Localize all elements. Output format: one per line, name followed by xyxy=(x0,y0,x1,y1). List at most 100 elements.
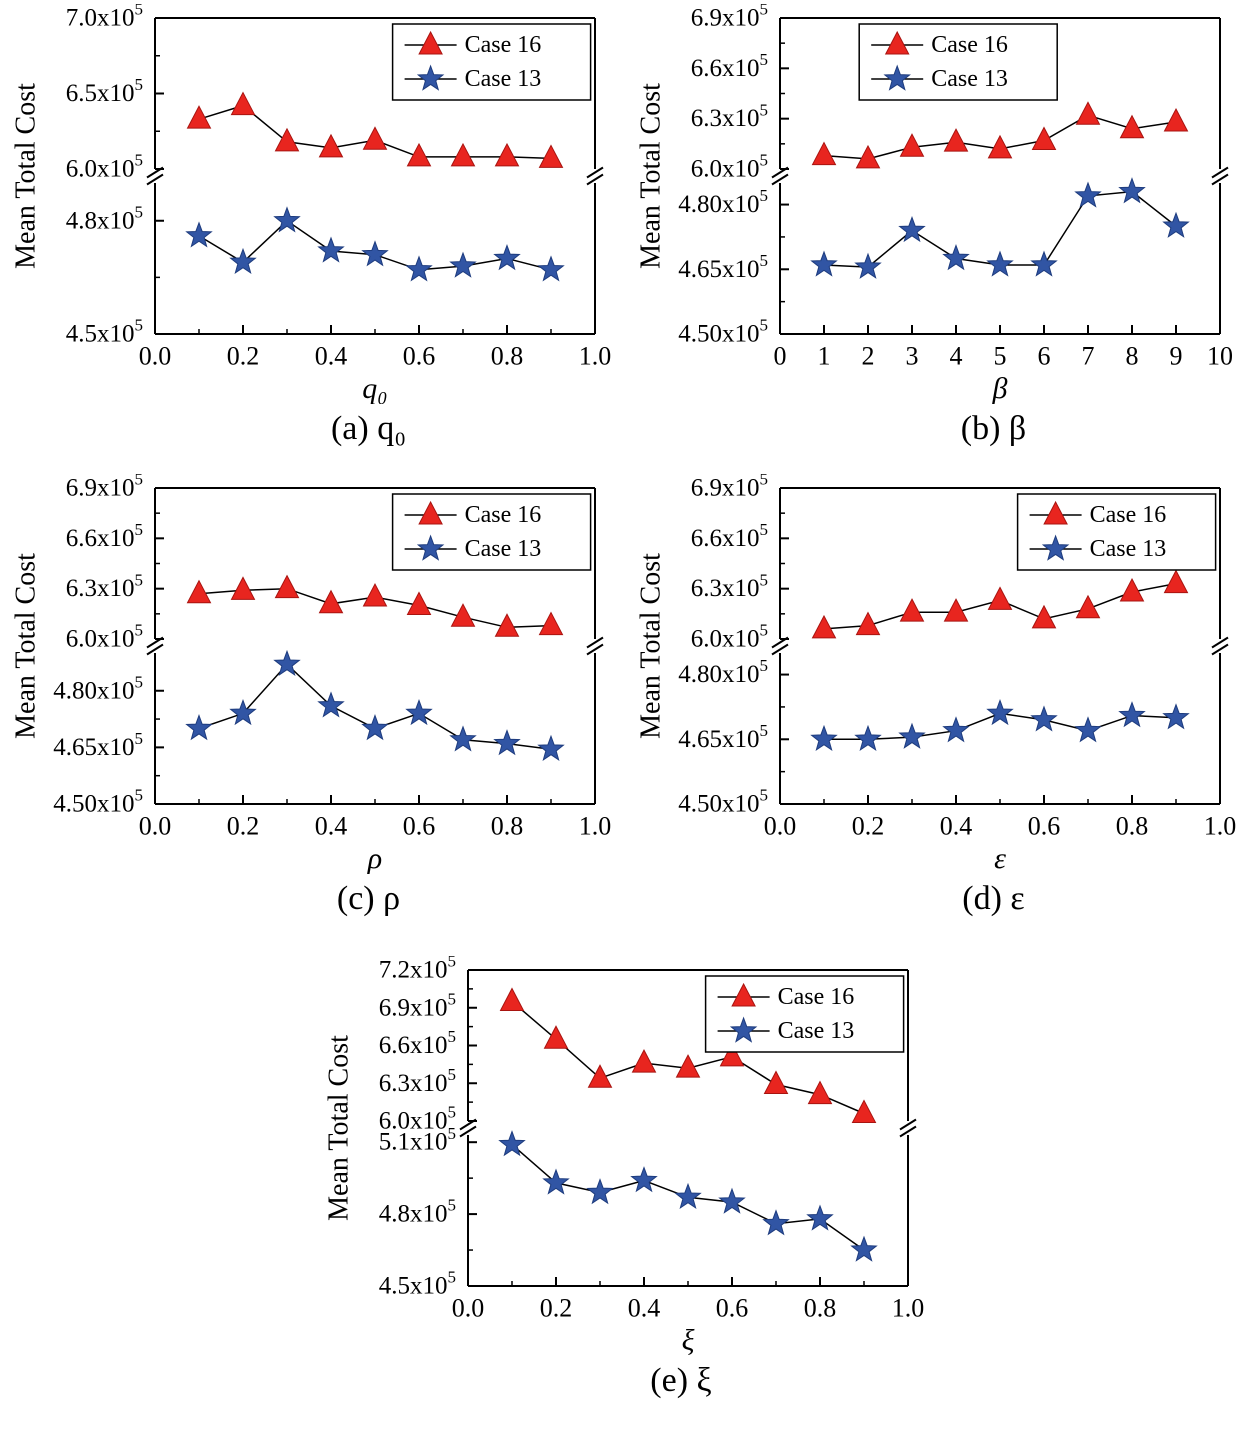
case16-triangle-marker xyxy=(274,127,300,152)
case16-triangle-marker xyxy=(362,582,388,607)
svg-text:7.2x105: 7.2x105 xyxy=(378,956,455,984)
case16-triangle-marker xyxy=(631,1049,656,1073)
svg-text:6.3x105: 6.3x105 xyxy=(691,100,768,132)
svg-text:0.6: 0.6 xyxy=(715,1293,748,1322)
svg-text:4.80x105: 4.80x105 xyxy=(678,656,768,688)
chart-e: 0.0 0.2 0.4 0.6 0.8 1.0 7.2x105 6.9x105 6.6x105 6… xyxy=(313,956,938,1400)
case16-triangle-marker xyxy=(855,144,881,169)
case16-triangle-marker xyxy=(1031,126,1057,150)
axis-break-mark xyxy=(1211,636,1229,649)
series-case-13 xyxy=(810,177,1190,279)
case16-triangle-marker xyxy=(318,589,344,614)
charts-row-3: 0.0 0.2 0.4 0.6 0.8 1.0 7.2x105 6.9x105 6.6x105 6… xyxy=(0,918,1250,1400)
case13-star-marker xyxy=(717,1187,746,1214)
y-axis-label: Mean Total Cost xyxy=(11,83,42,269)
svg-text:0.4: 0.4 xyxy=(940,811,973,840)
case16-triangle-marker xyxy=(851,1099,876,1123)
y-axis-label: Mean Total Cost xyxy=(636,553,667,739)
svg-text:6.3x105: 6.3x105 xyxy=(66,570,143,602)
case13-star-marker xyxy=(942,716,970,743)
svg-text:6.0x105: 6.0x105 xyxy=(66,620,143,652)
charts-row-1: 0.0 0.2 0.4 0.6 0.8 1.0 7.0x105 6.5x105 6.0x105 4… xyxy=(0,0,1250,448)
case13-star-marker xyxy=(449,725,477,752)
svg-text:4: 4 xyxy=(950,341,963,370)
axis-break-mark xyxy=(586,166,604,179)
svg-text:4.65x105: 4.65x105 xyxy=(53,729,143,761)
svg-text:6.0x105: 6.0x105 xyxy=(66,150,143,182)
case13-star-marker xyxy=(405,255,433,282)
case13-star-marker xyxy=(1030,250,1058,277)
axis-ticks: 0.0 0.2 0.4 0.6 0.8 1.0 6.9x105 6.6x105 6.3x105 6… xyxy=(678,474,1236,840)
case13-star-marker xyxy=(416,534,445,561)
case13-star-marker xyxy=(1030,705,1058,732)
y-axis-label: Mean Total Cost xyxy=(636,83,667,269)
series-case-13 xyxy=(185,649,565,761)
chart-a-canvas: 0.0 0.2 0.4 0.6 0.8 1.0 7.0x105 6.5x105 6.0x105 4… xyxy=(11,4,612,404)
case13-star-marker xyxy=(541,1168,570,1195)
x-axis-label: ρ xyxy=(367,842,382,874)
case16-triangle-marker xyxy=(494,142,520,167)
case13-star-marker xyxy=(805,1204,834,1231)
case16-triangle-marker xyxy=(811,141,837,166)
svg-text:1.0: 1.0 xyxy=(579,811,612,840)
case16-triangle-marker xyxy=(418,30,443,55)
case16-triangle-marker xyxy=(1075,101,1101,125)
case16-triangle-marker xyxy=(719,1042,744,1067)
chart-c-caption: (c) ρ xyxy=(336,880,401,917)
svg-text:4.80x105: 4.80x105 xyxy=(53,672,143,704)
case16-triangle-marker xyxy=(362,126,388,150)
x-axis-label: β xyxy=(992,372,1008,404)
svg-text:1.0: 1.0 xyxy=(579,341,612,370)
svg-text:6.6x105: 6.6x105 xyxy=(378,1027,455,1059)
axis-ticks: 0 1 2 3 4 5 6 7 8 9 10 6.9x105 6.6x105 6.3x105 6.0x105… xyxy=(678,4,1233,370)
svg-text:6.3x105: 6.3x105 xyxy=(378,1064,455,1096)
svg-text:0.4: 0.4 xyxy=(315,811,348,840)
series-case-16 xyxy=(186,574,564,637)
case13-star-marker xyxy=(405,698,433,726)
svg-text:6.3x105: 6.3x105 xyxy=(691,570,768,602)
svg-text:5.1x105: 5.1x105 xyxy=(378,1123,455,1155)
case13-star-marker xyxy=(854,252,882,279)
axis-ticks: 0.0 0.2 0.4 0.6 0.8 1.0 7.2x105 6.9x105 6.6x105 6… xyxy=(378,956,924,1322)
svg-text:6.0x105: 6.0x105 xyxy=(378,1102,455,1134)
case13-star-marker xyxy=(537,734,565,761)
case16-triangle-marker xyxy=(499,987,524,1011)
legend-label: Case 13 xyxy=(465,536,542,562)
case16-triangle-marker xyxy=(987,134,1013,159)
legend-label: Case 13 xyxy=(931,66,1008,92)
case16-triangle-marker xyxy=(1163,569,1189,594)
legend-label: Case 13 xyxy=(465,66,542,92)
axis-break-mark xyxy=(771,173,789,186)
case16-triangle-marker xyxy=(943,128,969,152)
case16-triangle-marker xyxy=(855,611,881,636)
svg-text:7.0x105: 7.0x105 xyxy=(66,4,143,32)
axis-break-mark xyxy=(898,1118,917,1131)
series-case-13 xyxy=(810,698,1190,751)
svg-text:0.2: 0.2 xyxy=(852,811,885,840)
case13-star-marker xyxy=(416,64,445,91)
case16-triangle-marker xyxy=(943,598,969,622)
case13-star-marker xyxy=(229,247,257,274)
case16-triangle-marker xyxy=(1043,500,1068,525)
axis-break-mark xyxy=(586,173,604,186)
case16-triangle-marker xyxy=(543,1025,568,1049)
svg-text:4.8x105: 4.8x105 xyxy=(378,1195,455,1227)
legend-label: Case 16 xyxy=(465,32,542,58)
series-case-16 xyxy=(499,987,876,1123)
svg-text:4.8x105: 4.8x105 xyxy=(66,202,143,234)
case13-star-marker xyxy=(1074,181,1102,208)
series-case-16 xyxy=(186,91,564,168)
figure-page: 0.0 0.2 0.4 0.6 0.8 1.0 7.0x105 6.5x105 6.0x105 4… xyxy=(0,0,1250,1400)
axis-break-mark xyxy=(146,173,164,186)
case13-star-marker xyxy=(761,1209,790,1236)
case13-star-marker xyxy=(898,722,926,749)
series-case-13 xyxy=(185,206,565,282)
case16-triangle-marker xyxy=(899,133,925,157)
legend-label: Case 13 xyxy=(777,1018,854,1044)
case16-triangle-marker xyxy=(186,579,212,604)
case13-star-marker xyxy=(185,221,213,248)
svg-text:0.8: 0.8 xyxy=(803,1293,836,1322)
x-axis-label: q₀ xyxy=(362,372,387,404)
case16-triangle-marker xyxy=(230,91,256,116)
case16-triangle-marker xyxy=(274,574,300,599)
